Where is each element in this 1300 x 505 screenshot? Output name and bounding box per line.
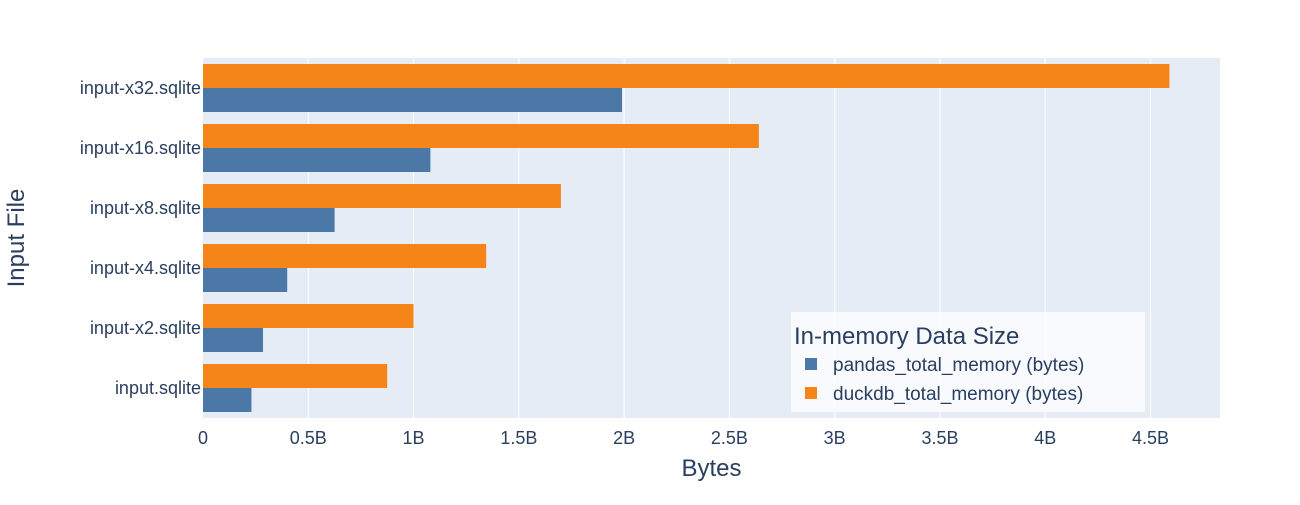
- x-axis-title: Bytes: [681, 455, 741, 482]
- pandas-bar: [203, 388, 252, 412]
- pandas-bar: [203, 148, 431, 172]
- y-tick-label: input.sqlite: [115, 378, 201, 398]
- y-tick-label: input-x32.sqlite: [80, 78, 201, 98]
- x-tick-label: 0: [198, 428, 208, 448]
- duckdb-bar: [203, 244, 487, 268]
- x-tick-label: 2.5B: [711, 428, 748, 448]
- x-tick-label: 0.5B: [290, 428, 327, 448]
- duckdb-bar: [203, 304, 414, 328]
- x-tick-label: 2B: [613, 428, 635, 448]
- duckdb-bar: [203, 364, 388, 388]
- duckdb-bar: [203, 64, 1170, 88]
- legend: In-memory Data Size pandas_total_memory …: [791, 312, 1145, 412]
- pandas-bar: [203, 328, 264, 352]
- duckdb-bar: [203, 124, 759, 148]
- x-tick-label: 3.5B: [921, 428, 958, 448]
- y-tick-label: input-x8.sqlite: [90, 198, 201, 218]
- legend-background: [791, 312, 1145, 412]
- legend-items: pandas_total_memory (bytes) duckdb_total_…: [805, 355, 1084, 405]
- legend-label: pandas_total_memory (bytes): [833, 355, 1084, 376]
- x-tick-label: 1.5B: [500, 428, 537, 448]
- x-tick-label: 3B: [824, 428, 846, 448]
- duckdb-bar: [203, 184, 561, 208]
- legend-swatch: [805, 358, 817, 370]
- x-tick-labels: 0 0.5B 1B 1.5B 2B 2.5B 3B 3.5B 4B 4.5B: [198, 428, 1169, 448]
- legend-label: duckdb_total_memory (bytes): [833, 384, 1083, 405]
- y-tick-label: input-x2.sqlite: [90, 318, 201, 338]
- pandas-bar: [203, 268, 288, 292]
- pandas-bar: [203, 88, 623, 112]
- y-tick-labels: input.sqlite input-x2.sqlite input-x4.sqli…: [80, 78, 201, 398]
- y-tick-label: input-x16.sqlite: [80, 138, 201, 158]
- x-tick-label: 1B: [403, 428, 425, 448]
- y-axis-title: Input File: [3, 189, 30, 288]
- x-tick-label: 4.5B: [1132, 428, 1169, 448]
- legend-swatch: [805, 387, 817, 399]
- legend-title: In-memory Data Size: [794, 323, 1019, 350]
- x-tick-label: 4B: [1034, 428, 1056, 448]
- y-tick-label: input-x4.sqlite: [90, 258, 201, 278]
- pandas-bar: [203, 208, 335, 232]
- bars: [203, 64, 1170, 412]
